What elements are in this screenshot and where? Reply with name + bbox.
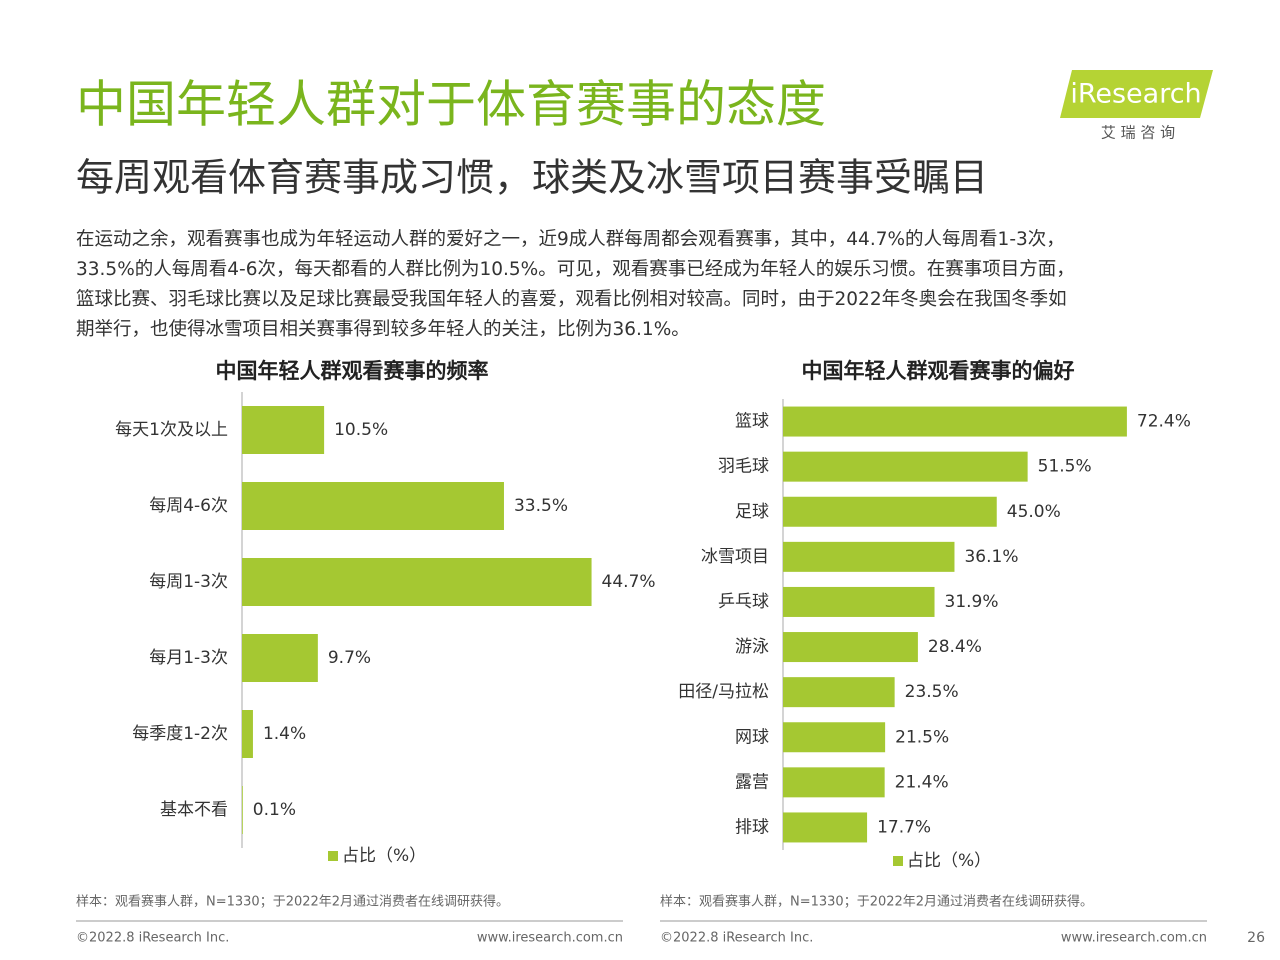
body-text: 在运动之余，观看赛事也成为年轻运动人群的爱好之一，近9成人群每周都会观看赛事，其… [76,229,1065,250]
page-number: 26 [1247,930,1265,946]
bar [242,710,253,758]
copyright: ©2022.8 iResearch Inc. [660,931,813,946]
bar [783,722,886,753]
value-label: 44.7% [602,572,656,592]
legend-swatch [328,851,338,861]
logo-sub: 艾 瑞 咨 询 [1101,124,1175,142]
category-label: 足球 [735,502,769,522]
category-label: 排球 [735,817,769,837]
category-label: 每天1次及以上 [115,420,228,440]
category-label: 篮球 [735,412,769,432]
body-text: 篮球比赛、羽毛球比赛以及足球比赛最受我国年轻人的喜爱，观看比例相对较高。同时，由… [76,289,1067,310]
category-label: 田径/马拉松 [678,682,769,702]
category-label: 基本不看 [160,800,228,820]
value-label: 23.5% [905,682,959,702]
bar [242,482,504,530]
category-label: 冰雪项目 [701,547,769,567]
bar [242,634,318,682]
url: www.iresearch.com.cn [477,931,623,946]
legend-swatch [893,856,903,866]
value-label: 45.0% [1007,502,1061,522]
subtitle: 每周观看体育赛事成习惯，球类及冰雪项目赛事受瞩目 [76,156,988,200]
bar [242,786,243,834]
url: www.iresearch.com.cn [1061,931,1207,946]
value-label: 36.1% [964,547,1018,567]
body-text: 33.5%的人每周看4-6次，每天都看的人群比例为10.5%。可见，观看赛事已经… [76,259,1075,280]
value-label: 1.4% [263,724,306,744]
bar [242,406,325,454]
logo-shape [1060,70,1213,118]
value-label: 31.9% [945,592,999,612]
logo: iResearch [1070,79,1201,110]
value-label: 51.5% [1038,457,1092,477]
bar [783,767,885,798]
legend-label: 占比（%） [907,851,991,871]
body-text: 期举行，也使得冰雪项目相关赛事得到较多年轻人的关注，比例为36.1%。 [76,319,690,340]
category-label: 每季度1-2次 [132,724,228,744]
bar [783,586,935,617]
bar [783,451,1028,482]
category-label: 每周1-3次 [149,572,228,592]
chart-title: 中国年轻人群观看赛事的频率 [216,359,489,383]
bar [783,406,1127,437]
value-label: 33.5% [514,496,568,516]
category-label: 羽毛球 [718,457,769,477]
value-label: 9.7% [328,648,371,668]
source-note: 样本：观看赛事人群，N=1330；于2022年2月通过消费者在线调研获得。 [76,894,509,910]
bar [783,632,918,663]
category-label: 每月1-3次 [149,648,228,668]
bar [783,812,868,843]
bar [783,541,955,572]
category-label: 乒乓球 [718,592,769,612]
category-label: 游泳 [735,637,769,657]
bar [783,677,895,708]
value-label: 10.5% [334,420,388,440]
copyright: ©2022.8 iResearch Inc. [76,931,229,946]
category-label: 每周4-6次 [149,496,228,516]
legend-label: 占比（%） [342,846,426,866]
value-label: 72.4% [1137,412,1191,432]
chart-title: 中国年轻人群观看赛事的偏好 [802,359,1075,383]
category-label: 网球 [735,727,769,747]
value-label: 21.5% [895,727,949,747]
category-label: 露营 [735,772,769,792]
bar [783,496,997,527]
value-label: 0.1% [253,800,296,820]
bar [242,558,592,606]
source-note: 样本：观看赛事人群，N=1330；于2022年2月通过消费者在线调研获得。 [660,894,1093,910]
value-label: 17.7% [877,817,931,837]
value-label: 21.4% [895,772,949,792]
title: 中国年轻人群对于体育赛事的态度 [76,76,826,134]
value-label: 28.4% [928,637,982,657]
